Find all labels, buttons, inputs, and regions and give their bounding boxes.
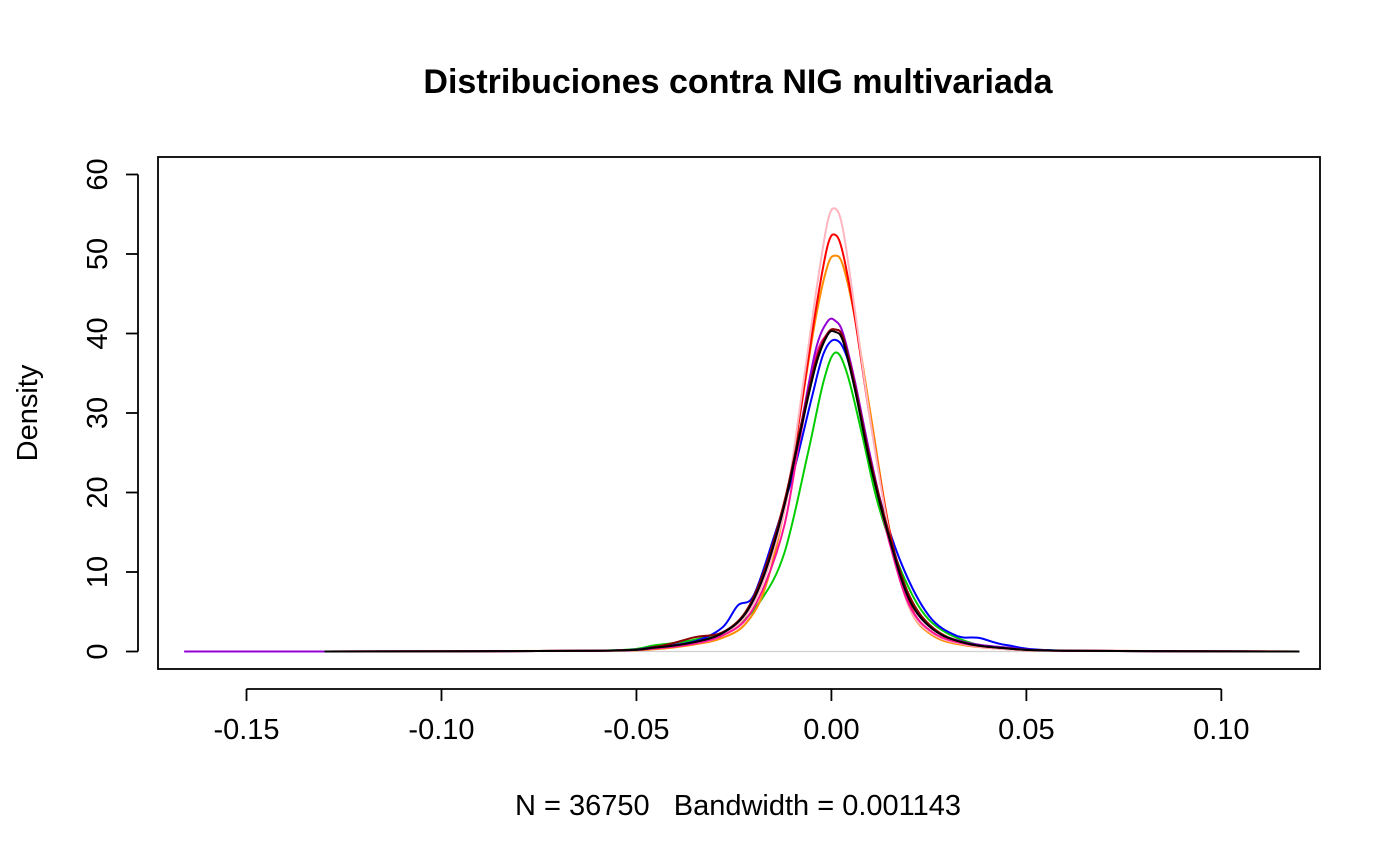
density-line-7 xyxy=(184,317,1300,653)
density-line-9 xyxy=(324,329,1300,653)
y-tick-label: 20 xyxy=(82,476,114,508)
x-tick-label: -0.10 xyxy=(408,714,474,746)
series-layer xyxy=(184,207,1300,653)
x-axis-label: N = 36750 Bandwidth = 0.001143 xyxy=(515,790,961,822)
y-tick-label: 30 xyxy=(82,397,114,429)
y-axis: 0 10 20 30 40 50 60 xyxy=(82,158,139,660)
density-line-2 xyxy=(324,338,1300,653)
x-tick-label: 0.10 xyxy=(1193,714,1249,746)
y-tick-label: 60 xyxy=(82,158,114,190)
x-tick-label: -0.15 xyxy=(213,714,279,746)
chart-title: Distribuciones contra NIG multivariada xyxy=(423,63,1053,101)
y-tick-label: 40 xyxy=(82,317,114,349)
plot-frame xyxy=(157,156,1321,670)
x-tick-label: 0.00 xyxy=(803,714,859,746)
x-tick-label: 0.05 xyxy=(998,714,1054,746)
y-tick-label: 50 xyxy=(82,238,114,270)
density-line-5 xyxy=(324,207,1300,653)
density-line-4 xyxy=(324,233,1300,653)
y-tick-label: 0 xyxy=(82,643,114,659)
x-axis: -0.15 -0.10 -0.05 0.00 0.05 0.10 xyxy=(213,688,1250,746)
x-tick-label: -0.05 xyxy=(603,714,669,746)
y-axis-label: Density xyxy=(12,364,44,461)
y-tick-label: 10 xyxy=(82,556,114,588)
